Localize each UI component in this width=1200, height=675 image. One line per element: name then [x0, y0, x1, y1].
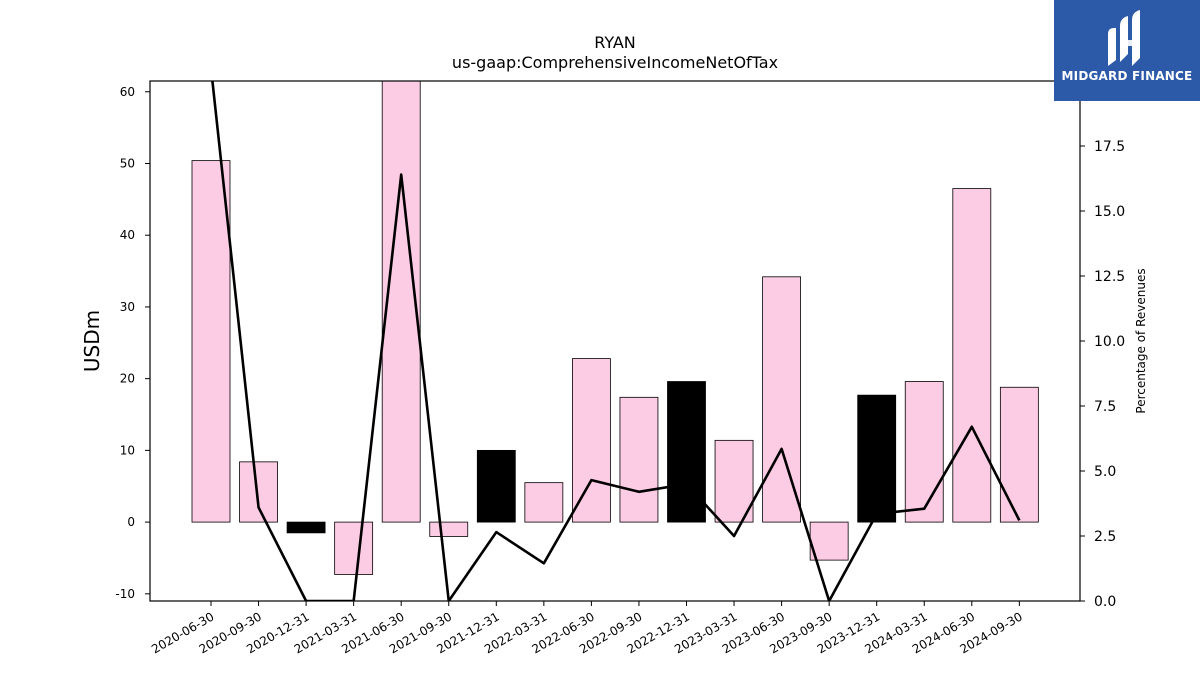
y2-tick-label: 15.0 [1094, 204, 1125, 220]
chart-title: RYAN [594, 33, 636, 52]
y2-tick-label: 17.5 [1094, 139, 1125, 155]
bar-2024-09-30 [999, 386, 1039, 523]
bar-2020-06-30 [191, 160, 231, 523]
y-tick-label: 30 [120, 300, 135, 314]
y2-tick-label: 2.5 [1094, 529, 1116, 545]
bar-2020-09-30 [239, 461, 278, 523]
logo-text: MIDGARD FINANCE [1061, 69, 1193, 83]
bar-2020-12-31 [286, 521, 326, 534]
bar-2022-03-31 [524, 482, 564, 523]
bar-2021-03-31 [334, 521, 374, 575]
brand-logo: MIDGARD FINANCE [1054, 0, 1200, 101]
bar-2023-12-31 [857, 394, 897, 523]
y-tick-label: -10 [115, 587, 135, 601]
y-tick-label: 20 [120, 372, 135, 386]
bar-2024-06-30 [952, 188, 992, 523]
y2-axis-label: Percentage of Revenues [1134, 268, 1148, 413]
bar-2022-09-30 [619, 396, 659, 523]
bar-2022-06-30 [572, 358, 611, 523]
bar-2023-03-31 [714, 439, 754, 523]
bar-2024-03-31 [904, 381, 944, 523]
y-tick-label: 50 [120, 156, 135, 170]
y-axis-label: USDm [80, 310, 104, 372]
bar-2021-09-30 [429, 521, 469, 537]
y2-tick-label: 0.0 [1094, 594, 1116, 610]
bar-2023-09-30 [809, 521, 849, 561]
line-series [211, 81, 1021, 601]
bar-2022-12-31 [667, 381, 706, 523]
bar-2023-06-30 [762, 276, 801, 523]
y-tick-label: 40 [120, 228, 135, 242]
y-tick-label: 0 [127, 515, 135, 529]
y-tick-label: 60 [120, 85, 135, 99]
y-tick-label: 10 [120, 443, 135, 457]
y2-tick-label: 5.0 [1094, 464, 1116, 480]
y2-tick-label: 12.5 [1094, 269, 1125, 285]
plot-marks [191, 81, 1039, 601]
midgard-logo-icon [1108, 10, 1140, 66]
plot-area: -10 0 10 20 30 40 50 60 0.0 2.5 5.0 7.5 10.0 12.5 15.0… [115, 80, 1125, 656]
y2-tick-label: 10.0 [1094, 334, 1125, 350]
bar-2021-06-30 [381, 81, 421, 523]
bar-2021-12-31 [476, 449, 516, 523]
y2-tick-label: 7.5 [1094, 399, 1116, 415]
chart-subtitle: us-gaap:ComprehensiveIncomeNetOfTax [452, 53, 778, 72]
